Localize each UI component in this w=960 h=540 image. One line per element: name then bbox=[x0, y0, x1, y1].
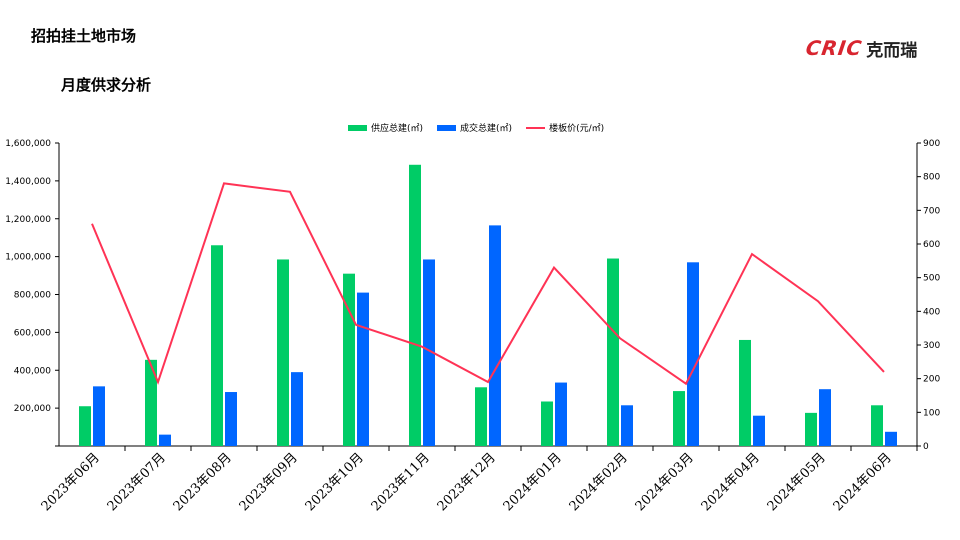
bar-supply bbox=[277, 259, 289, 446]
x-tick-label: 2024年01月 bbox=[501, 450, 565, 514]
x-tick-label: 2023年11月 bbox=[369, 450, 433, 514]
bar-supply bbox=[409, 164, 421, 446]
logo-text: 克而瑞 bbox=[866, 40, 918, 61]
right-tick-label: 800 bbox=[923, 173, 940, 183]
left-tick-label: 600,000 bbox=[14, 328, 51, 338]
left-tick-label: 1,000,000 bbox=[5, 253, 51, 263]
x-tick-label: 2023年06月 bbox=[39, 450, 103, 514]
legend-swatch-supply bbox=[348, 124, 367, 131]
right-tick-label: 400 bbox=[923, 307, 940, 317]
right-tick-label: 200 bbox=[923, 375, 940, 385]
cric-logo: CRIC 克而瑞 bbox=[804, 36, 918, 61]
x-tick-label: 2023年09月 bbox=[237, 450, 301, 514]
x-tick-label: 2023年07月 bbox=[105, 450, 169, 514]
bar-deal bbox=[225, 392, 237, 446]
legend-label-supply: 供应总建(㎡) bbox=[371, 124, 424, 134]
bar-supply bbox=[805, 412, 817, 446]
legend-label-deal: 成交总建(㎡) bbox=[460, 124, 513, 134]
bar-deal bbox=[357, 292, 369, 446]
left-tick-label: 200,000 bbox=[14, 404, 51, 414]
bar-deal bbox=[159, 434, 171, 446]
right-tick-label: 700 bbox=[923, 206, 940, 216]
bar-deal bbox=[621, 405, 633, 446]
bar-deal bbox=[555, 382, 567, 446]
legend-item-price: 楼板价(元/㎡) bbox=[526, 121, 604, 134]
bar-supply bbox=[79, 406, 91, 446]
x-tick-label: 2024年02月 bbox=[567, 450, 631, 514]
bar-supply bbox=[145, 359, 157, 446]
right-tick-label: 0 bbox=[923, 442, 929, 452]
bar-deal bbox=[819, 389, 831, 446]
right-tick-label: 300 bbox=[923, 341, 940, 351]
bar-deal bbox=[93, 386, 105, 446]
chart-subtitle: 月度供求分析 bbox=[61, 76, 152, 94]
right-tick-label: 100 bbox=[923, 408, 940, 418]
left-tick-label: 1,200,000 bbox=[5, 215, 51, 225]
legend-item-supply: 供应总建(㎡) bbox=[348, 121, 423, 134]
x-tick-label: 2023年10月 bbox=[303, 450, 367, 514]
right-tick-label: 900 bbox=[923, 139, 940, 149]
left-tick-label: 1,400,000 bbox=[5, 177, 51, 187]
bar-deal bbox=[687, 262, 699, 446]
bar-supply bbox=[607, 258, 619, 446]
line-price bbox=[91, 182, 885, 386]
bar-deal bbox=[885, 431, 897, 446]
x-tick-label: 2024年03月 bbox=[633, 450, 697, 514]
bar-deal bbox=[489, 225, 501, 446]
chart-legend: 供应总建(㎡) 成交总建(㎡) 楼板价(元/㎡) bbox=[348, 121, 618, 134]
bar-deal bbox=[423, 259, 435, 446]
legend-swatch-deal bbox=[437, 124, 457, 131]
bar-supply bbox=[673, 391, 685, 446]
left-tick-label: 400,000 bbox=[14, 366, 51, 376]
left-tick-label: 1,600,000 bbox=[5, 139, 51, 149]
x-tick-label: 2023年08月 bbox=[171, 450, 235, 514]
bar-supply bbox=[211, 245, 223, 446]
right-tick-label: 600 bbox=[923, 240, 940, 250]
x-tick-label: 2024年06月 bbox=[831, 450, 895, 514]
x-tick-label: 2024年05月 bbox=[765, 450, 829, 514]
page-title: 招拍挂土地市场 bbox=[31, 27, 137, 45]
legend-swatch-price bbox=[526, 126, 546, 129]
bar-supply bbox=[541, 401, 553, 446]
x-tick-label: 2023年12月 bbox=[435, 450, 499, 514]
left-tick-label: 800,000 bbox=[14, 291, 51, 301]
bar-supply bbox=[343, 273, 355, 446]
bar-supply bbox=[475, 387, 487, 446]
bar-deal bbox=[753, 415, 765, 446]
legend-label-price: 楼板价(元/㎡) bbox=[549, 124, 605, 134]
bar-supply bbox=[871, 405, 883, 446]
bar-supply bbox=[739, 339, 751, 446]
legend-item-deal: 成交总建(㎡) bbox=[437, 121, 512, 134]
right-tick-label: 500 bbox=[923, 274, 940, 284]
x-tick-label: 2024年04月 bbox=[699, 450, 763, 514]
bar-deal bbox=[291, 372, 303, 446]
